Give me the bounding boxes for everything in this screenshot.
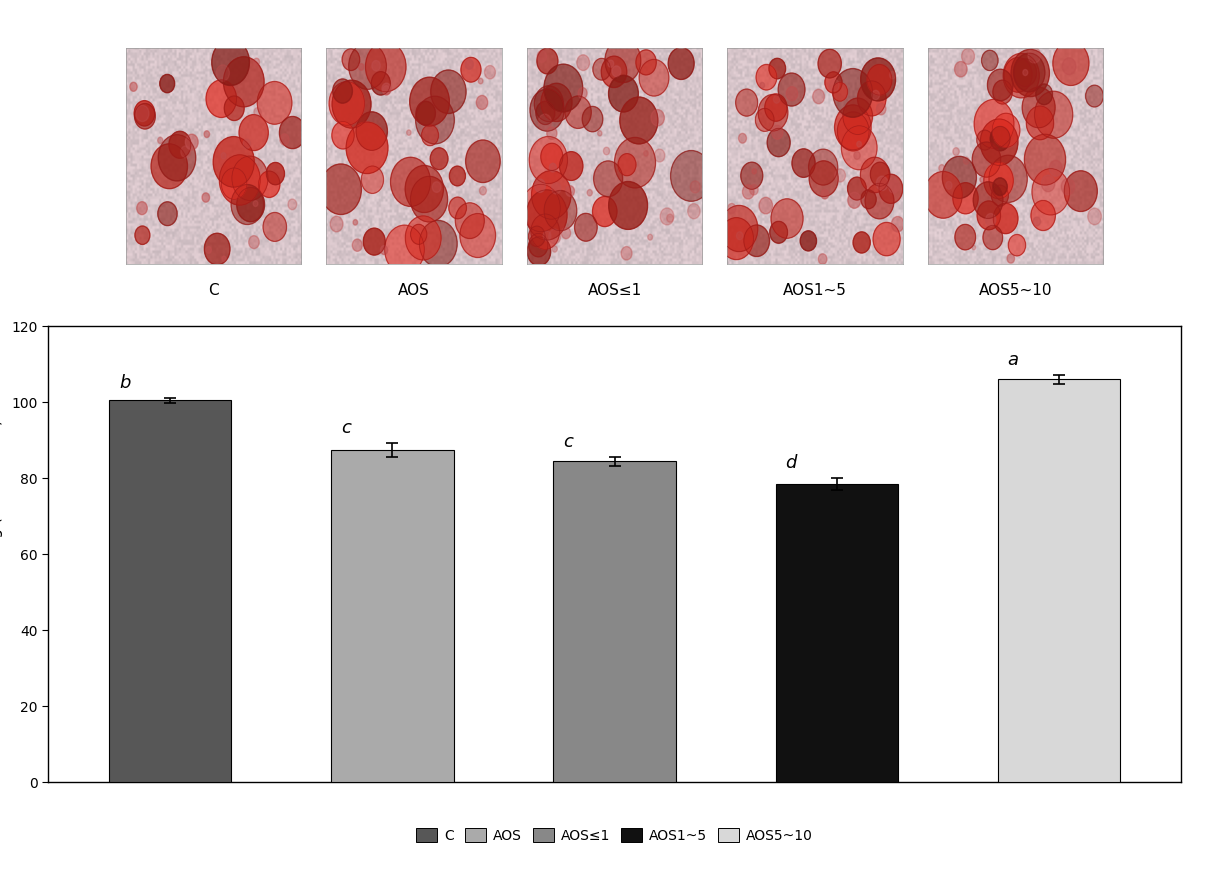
Text: c: c [563, 433, 574, 451]
Legend: C, AOS, AOS≤1, AOS1~5, AOS5~10: C, AOS, AOS≤1, AOS1~5, AOS5~10 [411, 822, 818, 848]
Text: a: a [1007, 351, 1018, 369]
Text: AOS5~10: AOS5~10 [978, 283, 1052, 298]
Bar [331, 449, 453, 782]
Text: (250μg/ml): (250μg/ml) [1027, 326, 1104, 340]
Bar [998, 380, 1119, 782]
Text: C: C [208, 283, 219, 298]
Text: b: b [119, 375, 130, 392]
Text: c: c [341, 419, 351, 437]
Text: d: d [786, 454, 797, 473]
Text: AOS: AOS [398, 283, 430, 298]
Bar [110, 401, 231, 782]
Text: AOS1~5: AOS1~5 [783, 283, 847, 298]
Bar [553, 461, 676, 782]
Bar [776, 484, 898, 782]
Text: AOS≤1: AOS≤1 [587, 283, 642, 298]
Y-axis label: Oil Red O de-staining (% of control): Oil Red O de-staining (% of control) [0, 419, 4, 690]
